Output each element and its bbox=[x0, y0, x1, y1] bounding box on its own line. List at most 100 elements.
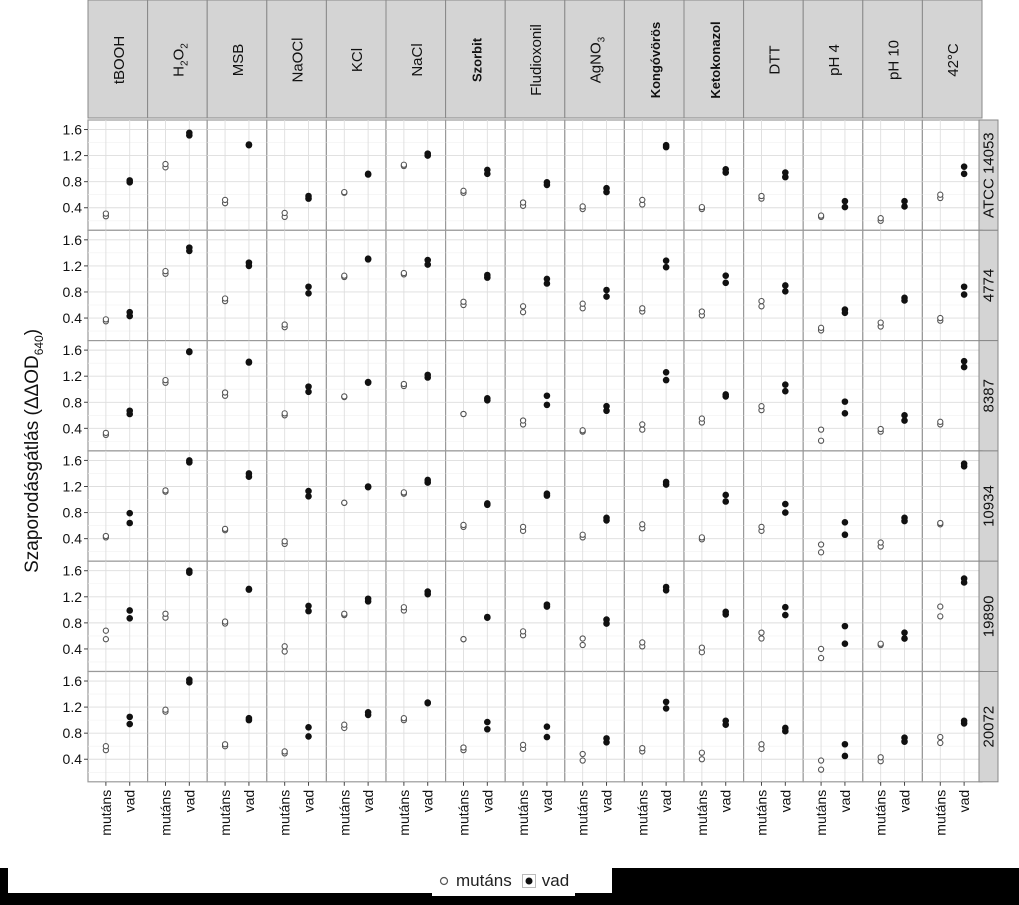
facet-panel bbox=[206, 340, 268, 452]
point-vad bbox=[841, 398, 849, 405]
point-vad bbox=[901, 294, 908, 302]
point-vad bbox=[424, 150, 432, 157]
point-vad bbox=[603, 735, 610, 742]
facet-panel bbox=[862, 229, 923, 342]
point-mutans bbox=[400, 604, 408, 611]
point-vad bbox=[245, 585, 253, 593]
point-vad bbox=[364, 170, 372, 178]
point-vad bbox=[424, 256, 432, 264]
point-vad bbox=[484, 166, 491, 174]
facet-panel bbox=[921, 340, 983, 452]
point-vad bbox=[841, 519, 849, 526]
point-vad bbox=[305, 192, 312, 200]
facet-panel bbox=[266, 670, 327, 783]
y-tick-label: 1.2 bbox=[63, 699, 83, 715]
facet-panel bbox=[266, 119, 327, 231]
point-mutans bbox=[758, 635, 765, 642]
point-vad bbox=[841, 752, 849, 760]
point-mutans bbox=[102, 429, 110, 437]
point-vad bbox=[245, 358, 253, 366]
facet-panel bbox=[266, 450, 327, 562]
x-tick-label: mutáns bbox=[515, 790, 531, 836]
y-tick-label: 1.2 bbox=[63, 258, 83, 274]
column-header-strip bbox=[385, 0, 447, 119]
y-tick-label: 0.8 bbox=[63, 615, 83, 631]
facet-panel bbox=[802, 450, 864, 562]
point-vad bbox=[782, 288, 789, 295]
point-mutans bbox=[281, 643, 288, 650]
point-mutans bbox=[579, 531, 586, 538]
point-vad bbox=[305, 289, 312, 297]
facet-panel bbox=[921, 670, 983, 783]
point-mutans bbox=[579, 635, 586, 642]
point-mutans bbox=[341, 610, 348, 617]
point-mutans bbox=[877, 425, 884, 433]
point-vad bbox=[245, 714, 253, 722]
point-mutans bbox=[221, 295, 229, 302]
y-tick-label: 0.4 bbox=[63, 641, 83, 657]
point-mutans bbox=[400, 269, 408, 277]
y-tick-label: 0.4 bbox=[63, 200, 83, 216]
point-vad bbox=[782, 282, 789, 289]
facet-panel bbox=[742, 340, 804, 452]
point-mutans bbox=[877, 640, 884, 647]
point-mutans bbox=[162, 160, 169, 168]
point-mutans bbox=[460, 298, 467, 305]
facet-panel bbox=[325, 560, 387, 673]
point-mutans bbox=[758, 403, 765, 410]
point-mutans bbox=[102, 627, 110, 634]
point-mutans bbox=[162, 610, 169, 617]
point-vad bbox=[126, 308, 134, 316]
point-mutans bbox=[221, 196, 229, 204]
x-tick-label: mutáns bbox=[634, 790, 650, 836]
point-mutans bbox=[579, 757, 586, 764]
point-mutans bbox=[817, 645, 825, 653]
facet-panel bbox=[802, 560, 864, 673]
point-mutans bbox=[758, 192, 765, 200]
x-tick-label: mutáns bbox=[217, 790, 233, 836]
point-mutans bbox=[341, 721, 348, 728]
point-mutans bbox=[519, 741, 527, 749]
column-header-label: Szorbit bbox=[469, 37, 484, 82]
row-header-label: 20072 bbox=[981, 706, 998, 748]
point-mutans bbox=[937, 314, 944, 322]
point-mutans bbox=[698, 749, 706, 756]
point-mutans bbox=[460, 636, 467, 643]
x-tick-label: vad bbox=[301, 790, 317, 813]
point-vad bbox=[126, 407, 134, 415]
facet-panel bbox=[742, 450, 804, 562]
column-header-label: pH 4 bbox=[826, 44, 843, 76]
x-tick-label: mutáns bbox=[98, 790, 114, 836]
point-mutans bbox=[698, 644, 706, 651]
point-vad bbox=[126, 615, 134, 622]
point-vad bbox=[782, 387, 789, 395]
row-header-label: 19890 bbox=[981, 595, 998, 637]
point-mutans bbox=[221, 389, 229, 396]
x-tick-label: mutáns bbox=[157, 790, 173, 836]
point-mutans bbox=[639, 421, 646, 428]
point-mutans bbox=[698, 308, 706, 315]
left-black-bar bbox=[0, 868, 8, 893]
point-mutans bbox=[400, 380, 408, 388]
facet-panel bbox=[623, 670, 685, 783]
column-header-strip bbox=[206, 0, 268, 119]
point-mutans bbox=[341, 499, 348, 506]
point-mutans bbox=[937, 733, 944, 741]
point-mutans bbox=[281, 648, 288, 655]
point-vad bbox=[305, 724, 312, 731]
point-mutans bbox=[639, 305, 646, 312]
column-header-strip bbox=[623, 0, 685, 119]
point-vad bbox=[960, 163, 968, 170]
column-header-label: 42°C bbox=[945, 43, 962, 77]
point-mutans bbox=[460, 410, 467, 418]
facet-panel bbox=[385, 119, 447, 231]
y-tick-label: 1.6 bbox=[63, 563, 83, 579]
facet-panel bbox=[445, 119, 506, 231]
point-vad bbox=[722, 717, 730, 725]
x-tick-label: vad bbox=[479, 790, 495, 813]
point-vad bbox=[841, 740, 849, 748]
x-tick-label: mutáns bbox=[753, 790, 769, 836]
column-header-strip bbox=[802, 0, 864, 119]
point-vad bbox=[484, 725, 491, 733]
point-vad bbox=[126, 509, 134, 517]
